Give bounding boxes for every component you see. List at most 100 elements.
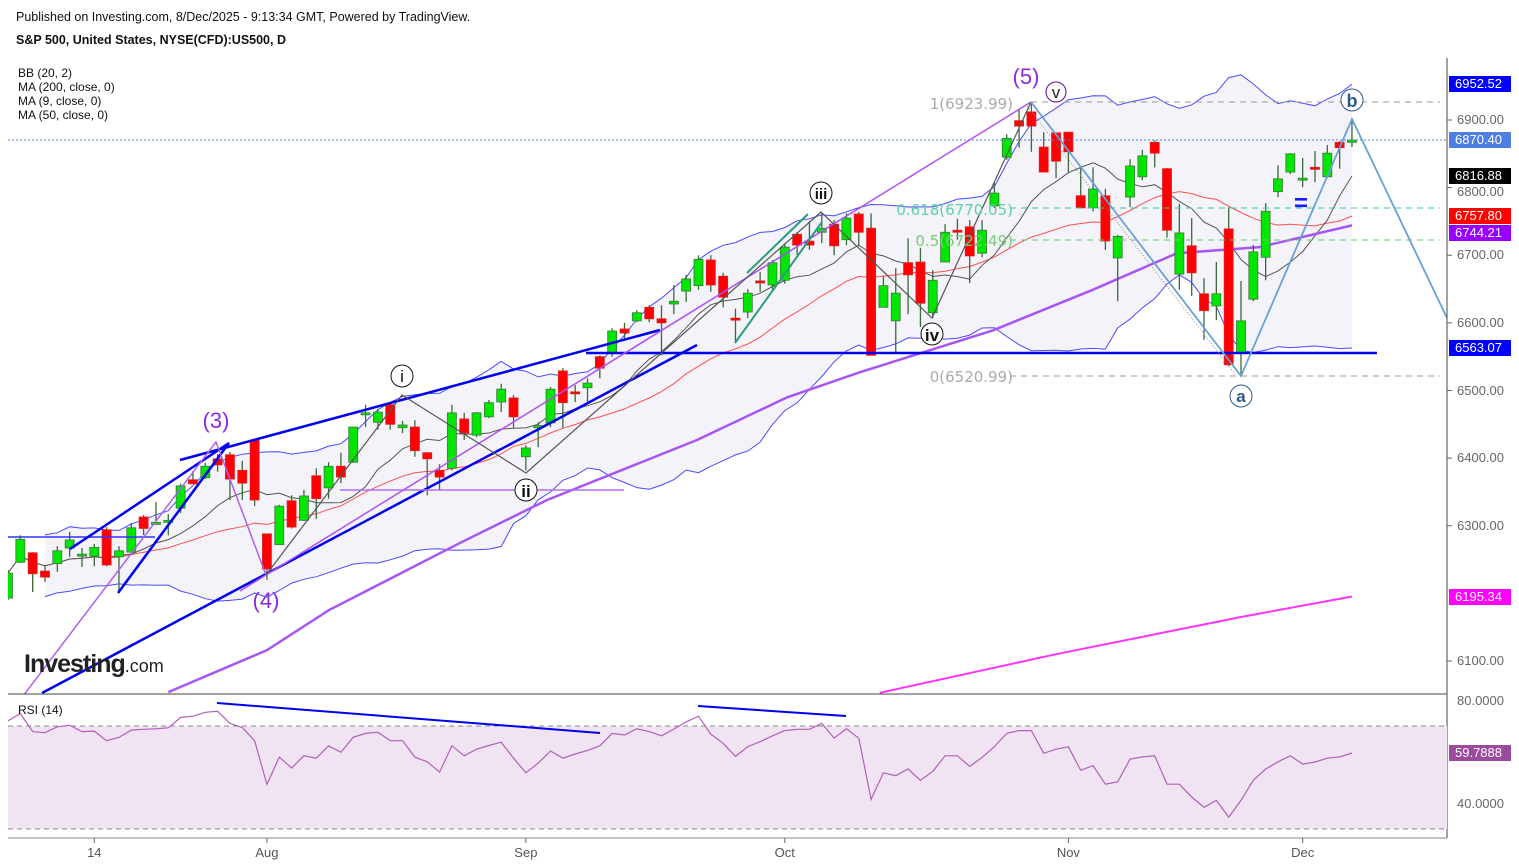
- candle-body-up: [668, 300, 679, 305]
- candle: [853, 211, 864, 246]
- candle-body-up: [1137, 155, 1148, 178]
- drawings: [8, 101, 1447, 694]
- candle: [348, 426, 359, 463]
- candle: [397, 420, 408, 434]
- wave-label-iii: iii: [815, 186, 828, 203]
- candle-body-down: [249, 439, 260, 501]
- rsi-axis-label: 40.0000: [1457, 796, 1504, 811]
- candle-body-up: [1248, 251, 1259, 300]
- indicator-legend: BB (20, 2) MA (200, close, 0) MA (9, clo…: [18, 66, 115, 122]
- candle-body-down: [1063, 131, 1074, 153]
- candle: [1174, 203, 1185, 290]
- candle: [520, 445, 531, 471]
- purple-channel-line: [239, 101, 1032, 592]
- candle-body-down: [557, 370, 568, 404]
- candle-body-down: [286, 500, 297, 528]
- teal-line: [734, 221, 823, 344]
- rsi-line: [8, 710, 1353, 819]
- candle-body-down: [262, 533, 272, 570]
- candle-body-down: [27, 552, 38, 575]
- candle: [1026, 103, 1037, 152]
- candle: [989, 182, 1000, 208]
- candle: [8, 569, 13, 601]
- legend-ma9[interactable]: MA (9, close, 0): [18, 94, 102, 108]
- candle-body-down: [903, 262, 913, 276]
- candle: [1310, 151, 1320, 183]
- candle-body-up: [360, 412, 371, 416]
- wave-label-5: (5): [1013, 64, 1040, 89]
- candle-body-down: [1223, 228, 1234, 366]
- fib-label-05: 0.5(6722.49): [915, 232, 1013, 250]
- channel-upper-line: [179, 328, 661, 462]
- candle: [693, 255, 704, 290]
- candle: [483, 399, 494, 419]
- price-tag-ma50: 6744.21: [1449, 225, 1511, 242]
- candle-body-down: [1199, 293, 1209, 312]
- published-note: Published on Investing.com, 8/Dec/2025 -…: [16, 10, 471, 24]
- candle: [1285, 153, 1296, 175]
- candle-body-down: [409, 426, 420, 452]
- candle-body-up: [631, 312, 642, 322]
- candle: [459, 412, 470, 440]
- legend-ma50[interactable]: MA (50, close, 0): [18, 108, 109, 122]
- legend-bb[interactable]: BB (20, 2): [18, 66, 73, 80]
- bollinger-bands: [44, 74, 1353, 602]
- candle: [866, 213, 876, 356]
- candle: [718, 272, 729, 308]
- candle-body-up: [89, 546, 100, 557]
- wave-count-line: [265, 101, 1032, 576]
- candle: [903, 238, 913, 315]
- candle-body-down: [311, 475, 322, 500]
- candle: [570, 385, 581, 402]
- candle: [1223, 207, 1234, 367]
- channel-lower-line: [41, 343, 698, 694]
- candle-body-down: [1162, 168, 1172, 231]
- candle-body-down: [730, 317, 741, 321]
- rsi-label[interactable]: RSI (14): [18, 703, 63, 717]
- candle-body-up: [767, 262, 778, 286]
- time-axis-label: Dec: [1291, 845, 1315, 860]
- candle: [631, 310, 642, 323]
- rsi-line-layer: [8, 710, 1353, 819]
- candle-body-up: [520, 447, 531, 458]
- candle: [1162, 168, 1172, 238]
- wave-label-4: (4): [253, 588, 280, 613]
- fib-label-0: 0(6520.99): [930, 368, 1013, 386]
- candle-body-up: [989, 192, 1000, 207]
- candle: [15, 535, 26, 563]
- candle-body-up: [1322, 152, 1333, 178]
- price-tag-bb-upper: 6952.52: [1449, 76, 1511, 93]
- candle: [311, 468, 322, 519]
- candle: [360, 404, 371, 428]
- candle-body-up: [471, 412, 482, 436]
- wave-v-circle: [1045, 81, 1067, 103]
- candle-body-down: [570, 391, 581, 395]
- price-axis-label: 6800.00: [1457, 184, 1504, 200]
- candle: [286, 495, 297, 529]
- fib-label-1: 1(6923.99): [930, 95, 1013, 113]
- candle-body-up: [1001, 137, 1012, 158]
- candle-body-up: [151, 521, 161, 525]
- candle-body-up: [1285, 153, 1296, 173]
- candle-body-down: [237, 469, 248, 484]
- candle-body-down: [1051, 132, 1061, 162]
- candle-body-up: [940, 231, 950, 263]
- candle: [52, 546, 63, 572]
- candle-body-down: [188, 479, 198, 485]
- candle: [619, 322, 630, 339]
- candle-body-up: [681, 278, 692, 292]
- candle: [1273, 165, 1283, 198]
- candle-body-up: [1347, 139, 1357, 143]
- time-axis-label: Nov: [1056, 845, 1080, 860]
- candle-body-up: [299, 495, 309, 521]
- candle: [77, 548, 87, 568]
- price-axis-label: 6300.00: [1457, 517, 1504, 533]
- candle: [779, 243, 790, 284]
- candle-body-up: [878, 285, 889, 308]
- candle-body-up: [1236, 320, 1246, 354]
- candle: [237, 460, 248, 501]
- bb-fill: [45, 74, 1352, 602]
- rsi-value-tag: 59.7888: [1449, 745, 1511, 762]
- legend-ma200[interactable]: MA (200, close, 0): [18, 80, 115, 94]
